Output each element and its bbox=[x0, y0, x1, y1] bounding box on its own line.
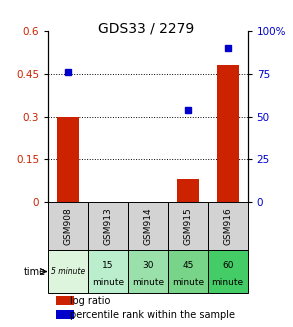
Bar bbox=[57, 117, 79, 202]
Text: log ratio: log ratio bbox=[70, 296, 111, 306]
Bar bbox=[48, 202, 88, 250]
Text: minute: minute bbox=[92, 278, 124, 287]
Bar bbox=[217, 65, 239, 202]
Text: 60: 60 bbox=[222, 261, 234, 269]
Text: GSM916: GSM916 bbox=[223, 207, 232, 245]
Bar bbox=[168, 202, 208, 250]
Bar bbox=[48, 250, 88, 293]
Text: GSM913: GSM913 bbox=[104, 207, 113, 245]
Bar bbox=[177, 180, 199, 202]
Text: percentile rank within the sample: percentile rank within the sample bbox=[70, 310, 235, 320]
Text: 30: 30 bbox=[142, 261, 154, 269]
Bar bbox=[168, 250, 208, 293]
Text: GSM915: GSM915 bbox=[183, 207, 192, 245]
Text: minute: minute bbox=[172, 278, 204, 287]
Bar bbox=[56, 296, 74, 305]
Bar bbox=[88, 202, 128, 250]
Bar bbox=[128, 202, 168, 250]
Text: minute: minute bbox=[132, 278, 164, 287]
Text: 45: 45 bbox=[182, 261, 193, 269]
Bar bbox=[208, 202, 248, 250]
Text: 15: 15 bbox=[102, 261, 114, 269]
Text: time: time bbox=[24, 267, 46, 277]
Text: 5 minute: 5 minute bbox=[51, 267, 85, 276]
Text: GDS33 / 2279: GDS33 / 2279 bbox=[98, 21, 195, 35]
Text: GSM908: GSM908 bbox=[64, 207, 73, 245]
Bar bbox=[208, 250, 248, 293]
Text: minute: minute bbox=[212, 278, 244, 287]
Bar bbox=[88, 250, 128, 293]
Bar bbox=[128, 250, 168, 293]
Text: GSM914: GSM914 bbox=[144, 207, 152, 245]
Bar bbox=[56, 310, 74, 319]
